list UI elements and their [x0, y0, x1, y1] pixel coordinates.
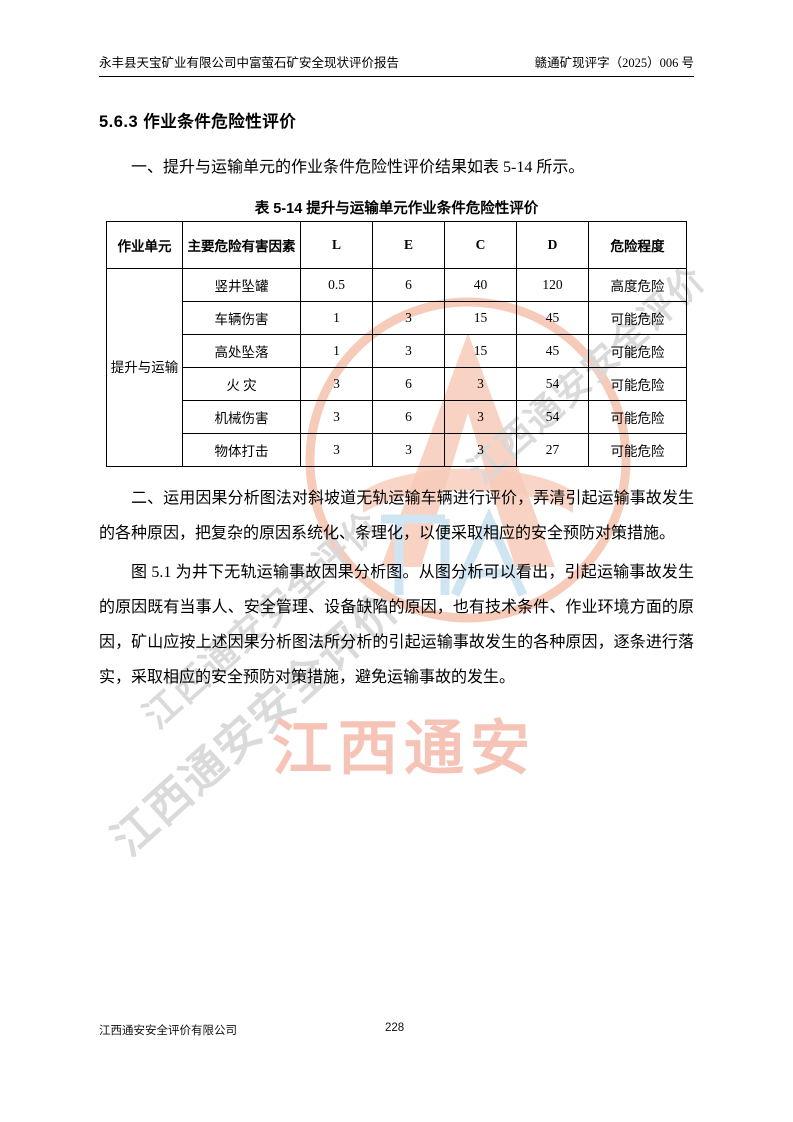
cell-d: 45	[516, 334, 589, 368]
cell-level: 高度危险	[588, 268, 687, 302]
table-row: 高处坠落 1 3 15 45 可能危险	[107, 334, 687, 368]
column-header-d: D	[516, 221, 589, 269]
header-rule	[99, 76, 694, 77]
cell-l: 3	[300, 400, 373, 434]
cell-d: 120	[516, 268, 589, 302]
cell-c: 3	[444, 367, 517, 401]
table-header-row: 作业单元 主要危险有害因素 L E C D 危险程度	[106, 221, 687, 269]
cell-e: 3	[372, 334, 445, 368]
cell-factor: 机械伤害	[182, 400, 301, 434]
cell-e: 6	[372, 400, 445, 434]
cell-level: 可能危险	[588, 334, 687, 368]
cell-level: 可能危险	[588, 400, 687, 434]
cell-l: 1	[300, 301, 373, 335]
cell-d: 45	[516, 301, 589, 335]
column-header-level: 危险程度	[588, 221, 687, 269]
cell-l: 0.5	[300, 268, 373, 302]
table-row: 车辆伤害 1 3 15 45 可能危险	[107, 301, 687, 335]
table-row: 提升与运输 竖井坠罐 0.5 6 40 120 高度危险	[106, 268, 687, 467]
cell-c: 15	[444, 301, 517, 335]
paragraph-one: 一、提升与运输单元的作业条件危险性评价结果如表 5-14 所示。	[131, 159, 585, 176]
cell-l: 3	[300, 433, 373, 467]
table-row: 机械伤害 3 6 3 54 可能危险	[107, 400, 687, 434]
header-report-title: 永丰县天宝矿业有限公司中富萤石矿安全现状评价报告	[99, 56, 400, 70]
cell-e: 6	[372, 367, 445, 401]
table-row: 物体打击 3 3 3 27 可能危险	[107, 433, 687, 467]
cell-unit: 提升与运输	[106, 268, 183, 467]
cell-level: 可能危险	[588, 367, 687, 401]
cell-level: 可能危险	[588, 301, 687, 335]
table-caption: 表 5-14 提升与运输单元作业条件危险性评价	[254, 201, 539, 217]
pink-brand-watermark: 江西通安	[272, 715, 536, 782]
column-header-e: E	[372, 221, 445, 269]
running-header: 永丰县天宝矿业有限公司中富萤石矿安全现状评价报告 赣通矿现评字（2025）006…	[99, 52, 694, 77]
cell-d: 27	[516, 433, 589, 467]
cell-d: 54	[516, 400, 589, 434]
cell-e: 3	[372, 433, 445, 467]
section-heading: 5.6.3 作业条件危险性评价	[99, 113, 297, 131]
cell-e: 3	[372, 301, 445, 335]
cell-factor: 火 灾	[182, 367, 301, 401]
column-header-factor: 主要危险有害因素	[182, 221, 301, 269]
column-header-l: L	[300, 221, 373, 269]
header-document-number: 赣通矿现评字（2025）006 号	[534, 56, 694, 70]
risk-assessment-table: 作业单元 主要危险有害因素 L E C D 危险程度 提升与运输 竖井坠罐 0.…	[106, 221, 687, 467]
cell-c: 3	[444, 400, 517, 434]
cell-factor: 车辆伤害	[182, 301, 301, 335]
table-row: 火 灾 3 6 3 54 可能危险	[107, 367, 687, 401]
cell-factor: 高处坠落	[182, 334, 301, 368]
cell-d: 54	[516, 367, 589, 401]
running-footer: 江西通安安全评价有限公司 228	[99, 1022, 694, 1038]
cell-factor: 物体打击	[182, 433, 301, 467]
cell-c: 3	[444, 433, 517, 467]
cell-level: 可能危险	[588, 433, 687, 467]
cell-e: 6	[372, 268, 445, 302]
cell-c: 40	[444, 268, 517, 302]
paragraph-two: 二、运用因果分析图法对斜坡道无轨运输车辆进行评价，弄清引起运输事故发生的各种原因…	[99, 490, 694, 542]
paragraph-three: 图 5.1 为井下无轨运输事故因果分析图。从图分析可以看出，引起运输事故发生的原…	[99, 564, 694, 686]
footer-page-number: 228	[385, 1022, 405, 1034]
page-content: 5.6.3 作业条件危险性评价 一、提升与运输单元的作业条件危险性评价结果如表 …	[99, 100, 694, 699]
footer-company-name: 江西通安安全评价有限公司	[99, 1025, 237, 1037]
cell-factor: 竖井坠罐	[182, 268, 301, 302]
cell-c: 15	[444, 334, 517, 368]
cell-l: 1	[300, 334, 373, 368]
cell-l: 3	[300, 367, 373, 401]
column-header-unit: 作业单元	[106, 221, 183, 269]
column-header-c: C	[444, 221, 517, 269]
